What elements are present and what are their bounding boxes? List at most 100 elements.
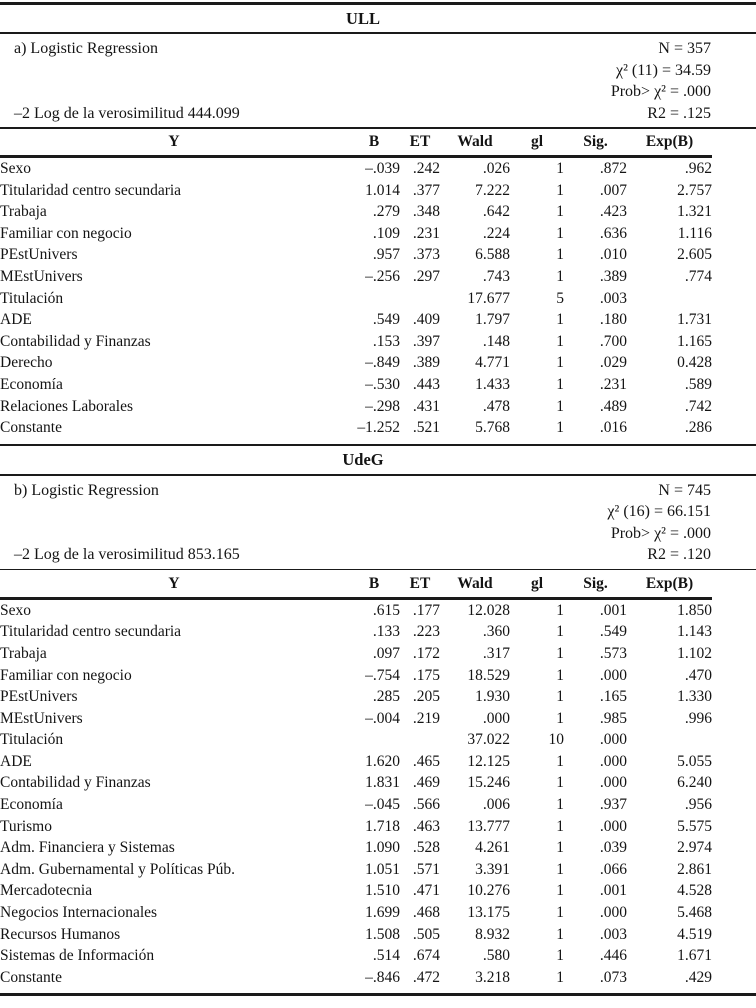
table-row: MEstUnivers –.256 .297 .743 1 .389 .774 (0, 266, 712, 288)
col-header-et: ET (400, 570, 440, 600)
value-cell: .000 (599, 817, 627, 835)
value-cell: 4.519 (677, 925, 712, 943)
value-cell: 10 (548, 731, 565, 749)
row-label: Contabilidad y Finanzas (0, 774, 151, 792)
model-summary-stats: N = 745 χ² (16) = 66.151 Prob> χ² = .000… (607, 480, 711, 566)
row-label: MEstUnivers (0, 267, 83, 285)
table-row: ADE .549 .409 1.797 1 .180 1.731 (0, 309, 712, 331)
row-label: MEstUnivers (0, 709, 83, 727)
value-cell: 1 (556, 688, 564, 706)
table-row: MEstUnivers –.004 .219 .000 1 .985 .996 (0, 708, 712, 730)
value-cell: .029 (599, 354, 627, 372)
n-stat: N = 745 (658, 481, 711, 499)
value-cell: .469 (412, 774, 440, 792)
value-cell: 37.022 (467, 731, 510, 749)
value-cell: .073 (599, 968, 627, 986)
table-row: PEstUnivers .285 .205 1.930 1 .165 1.330 (0, 686, 712, 708)
model-summary: b) Logistic Regression –2 Log de la vero… (0, 476, 756, 569)
value-cell: 1 (556, 419, 564, 437)
value-cell: .636 (599, 224, 627, 242)
value-cell: .774 (684, 267, 712, 285)
table-row: Sexo –.039 .242 .026 1 .872 .962 (0, 157, 712, 180)
value-cell: 2.861 (677, 860, 712, 878)
row-label: Familiar con negocio (0, 224, 132, 242)
value-cell: 1 (556, 354, 564, 372)
value-cell: 1.102 (677, 644, 712, 662)
value-cell: 1 (556, 860, 564, 878)
table-row: Trabaja .097 .172 .317 1 .573 1.102 (0, 643, 712, 665)
row-label: Sexo (0, 160, 31, 177)
value-cell: 1 (556, 332, 564, 350)
r2-stat: R2 = .125 (647, 104, 711, 122)
value-cell: .006 (482, 796, 510, 814)
value-cell: .742 (684, 397, 712, 415)
value-cell: .066 (599, 860, 627, 878)
value-cell: .026 (482, 160, 510, 177)
col-header-wald: Wald (440, 128, 510, 158)
table-row: Adm. Financiera y Sistemas 1.090 .528 4.261… (0, 837, 712, 859)
value-cell: .409 (412, 311, 440, 329)
value-cell: 17.677 (467, 289, 510, 307)
value-cell: .242 (412, 160, 440, 177)
value-cell: .489 (599, 397, 627, 415)
table-row: Relaciones Laborales –.298 .431 .478 1 .489 .7… (0, 396, 712, 418)
col-header-y: Y (0, 570, 348, 600)
value-cell: –.754 (365, 666, 400, 684)
divider-rule (0, 473, 756, 476)
value-cell: .001 (599, 882, 627, 900)
value-cell: .039 (599, 839, 627, 857)
value-cell: .571 (412, 860, 440, 878)
value-cell: .528 (412, 839, 440, 857)
value-cell: .674 (412, 947, 440, 965)
value-cell: 1 (556, 601, 564, 619)
value-cell: 1 (556, 752, 564, 770)
value-cell: 1.330 (677, 688, 712, 706)
value-cell: .957 (372, 246, 400, 264)
value-cell: .389 (599, 267, 627, 285)
value-cell: –.849 (365, 354, 400, 372)
row-label: Relaciones Laborales (0, 397, 133, 415)
table-row: Familiar con negocio –.754 .175 18.529 1 .000… (0, 665, 712, 687)
value-cell: –.256 (365, 267, 400, 285)
value-cell: .010 (599, 246, 627, 264)
value-cell: .016 (599, 419, 627, 437)
chi2-stat: χ² (16) = 66.151 (607, 503, 711, 521)
col-header-b: B (348, 570, 400, 600)
value-cell: .615 (372, 601, 400, 619)
col-header-y: Y (0, 128, 348, 158)
table-row: Sexo .615 .177 12.028 1 .001 1.850 (0, 598, 712, 621)
value-cell (400, 288, 440, 310)
table-row: Titularidad centro secundaria 1.014 .377 7.… (0, 180, 712, 202)
row-label: Mercadotecnia (0, 882, 93, 900)
value-cell: 2.757 (677, 181, 712, 199)
value-cell: 1.699 (365, 904, 400, 922)
value-cell: .468 (412, 904, 440, 922)
model-summary-left: a) Logistic Regression –2 Log de la vero… (14, 38, 240, 124)
value-cell: .471 (412, 882, 440, 900)
value-cell: .000 (599, 666, 627, 684)
col-header-et: ET (400, 128, 440, 158)
value-cell: 1 (556, 817, 564, 835)
value-cell: 1.508 (365, 925, 400, 943)
value-cell: .286 (684, 419, 712, 437)
value-cell: .446 (599, 947, 627, 965)
value-cell: .317 (482, 644, 510, 662)
bottom-rule (0, 993, 756, 997)
value-cell: 13.777 (467, 817, 510, 835)
value-cell: .463 (412, 817, 440, 835)
value-cell: .219 (412, 709, 440, 727)
value-cell: .465 (412, 752, 440, 770)
row-label: Adm. Gubernamental y Políticas Púb. (0, 860, 236, 878)
value-cell: 4.771 (475, 354, 510, 372)
table-row: Familiar con negocio .109 .231 .224 1 .636 1.1… (0, 223, 712, 245)
value-cell: 1.930 (475, 688, 510, 706)
value-cell: .505 (412, 925, 440, 943)
top-rule (0, 2, 756, 5)
col-header-gl: gl (510, 570, 564, 600)
row-label: PEstUnivers (0, 688, 78, 706)
row-label: Familiar con negocio (0, 666, 132, 684)
value-cell: .224 (482, 224, 510, 242)
table-row: Titulación 17.677 5 .003 (0, 288, 712, 310)
value-cell: .443 (412, 375, 440, 393)
